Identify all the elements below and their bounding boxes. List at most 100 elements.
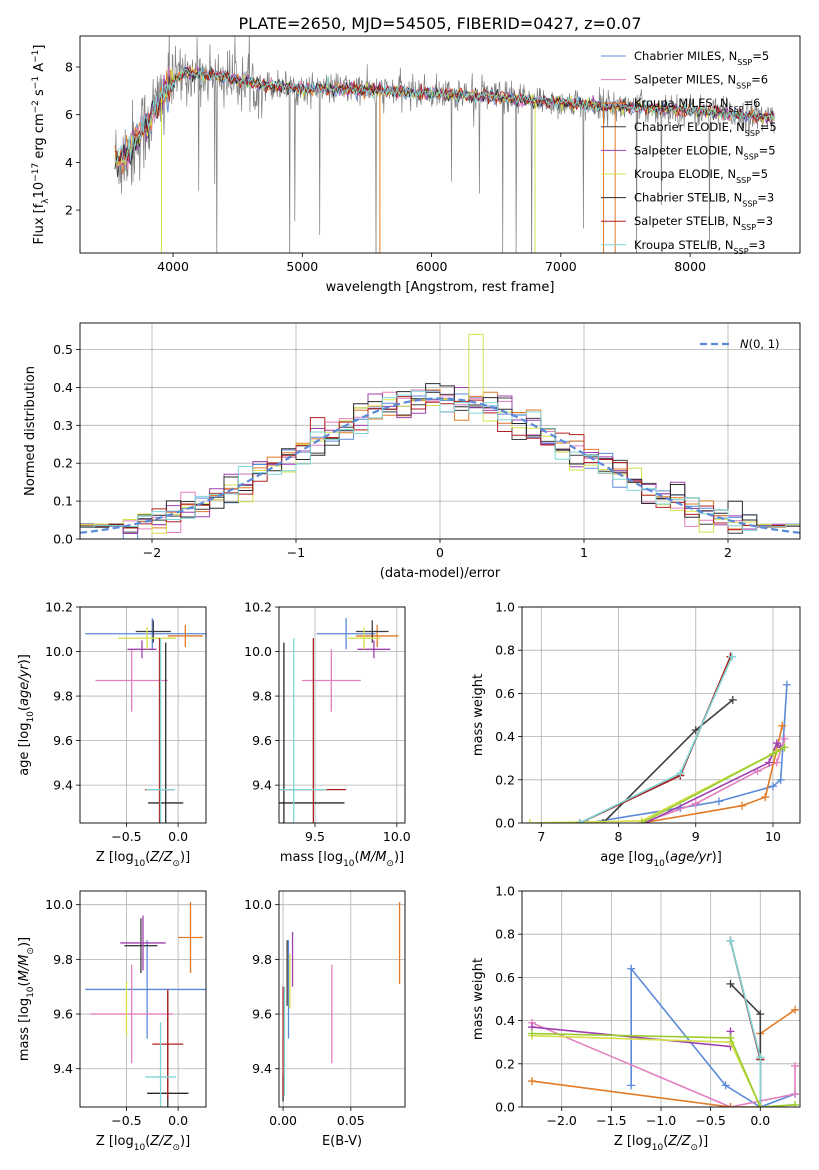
y-axis-label-part: age [log (17, 723, 32, 776)
grid (522, 890, 800, 1108)
series (726, 936, 765, 1107)
legend-label-sub: SSP (736, 81, 751, 90)
histogram-step-line (80, 390, 800, 531)
series (726, 936, 765, 1107)
series-marker (627, 964, 636, 973)
y-axis-label-part: mass weight (471, 674, 486, 756)
legend-label-part: Kroupa MILES, N (634, 96, 729, 110)
y-tick-label: 9.6 (252, 733, 272, 748)
axes-frame (79, 606, 207, 824)
x-axis-label-part: Z/Z (667, 1134, 691, 1149)
y-tick-label: 6 (65, 107, 73, 122)
series-marker (765, 758, 774, 767)
y-tick-label: 0.0 (53, 532, 73, 547)
y-tick-label: 9.4 (252, 778, 272, 793)
x-tick-label: −1.0 (646, 1113, 676, 1128)
y-tick-label: 9.8 (252, 952, 272, 967)
x-tick-label: −0.5 (111, 829, 141, 844)
y-tick-label: 9.6 (53, 733, 73, 748)
y-tick-label: 9.6 (53, 1007, 73, 1022)
x-axis-label-part: ⊙ (690, 1143, 698, 1153)
data-point (85, 940, 206, 1039)
y-tick-label: 2 (65, 203, 73, 218)
y-axis-label-part: −17 (31, 163, 41, 182)
x-axis-label-part: Z/Z (149, 850, 173, 865)
y-axis-label-part: ( (17, 706, 32, 711)
axes-frame (521, 890, 801, 1108)
x-axis-label-part: Z [log (96, 1134, 134, 1149)
legend-label: Kroupa ELODIE, NSSP=5 (634, 167, 768, 185)
x-tick-label: 0.0 (168, 829, 188, 844)
y-tick-label: 9.6 (252, 1007, 272, 1022)
data-point (279, 638, 327, 823)
data-point (178, 901, 203, 974)
legend-label-part: =3 (749, 238, 766, 252)
y-axis-label-part: A (32, 63, 47, 76)
legend-label: Salpeter MILES, NSSP=6 (634, 73, 768, 91)
axes-frame (79, 35, 801, 254)
grid (279, 891, 405, 1107)
mass-weight-lines (525, 652, 791, 823)
series-marker (728, 695, 737, 704)
x-axis-label: mass [log10(M/M⊙)] (280, 850, 404, 869)
error-bars (85, 901, 206, 1107)
x-tick-label: 10 (765, 829, 781, 844)
x-axis-label-part: )] (394, 850, 404, 865)
y-axis-label-part: erg cm (32, 113, 47, 162)
data-point (124, 918, 158, 974)
series-marker (768, 782, 777, 791)
legend-label-part: =3 (756, 214, 773, 228)
legend-label: Kroupa MILES, NSSP=6 (634, 96, 760, 114)
legend-label-sub: SSP (734, 246, 749, 255)
age-vs-mass-panel: 9.5 10.0 9.4 9.6 9.8 10.0 10.2 mass [log10(M/M⊙… (244, 600, 411, 870)
x-tick-label: 1 (580, 545, 588, 560)
x-axis-label-part: mass [log (280, 850, 343, 865)
x-axis-label: Z [log10(Z/Z⊙)] (96, 850, 190, 869)
axes-frame (278, 606, 406, 824)
series (527, 1029, 800, 1107)
y-tick-label: 0.2 (53, 456, 73, 471)
data-point (347, 627, 381, 650)
y-tick-label: 4 (65, 155, 73, 170)
legend-label-part: Kroupa ELODIE, N (634, 167, 736, 181)
grid (279, 606, 405, 823)
y-tick-label: 10.2 (244, 600, 272, 615)
x-axis-label: Z [log10(Z/Z⊙)] (96, 1134, 190, 1153)
axes-frame (521, 606, 801, 824)
y-tick-label: 9.8 (53, 689, 73, 704)
series (575, 652, 737, 823)
legend-label: Salpeter ELODIE, NSSP=5 (634, 143, 776, 161)
axes-frame (79, 890, 207, 1108)
x-tick-label: 0.0 (750, 1113, 770, 1128)
data-point (148, 642, 184, 823)
x-tick-label: 0.00 (269, 1113, 297, 1128)
series-marker (791, 1061, 800, 1070)
x-tick-label: 10.0 (383, 829, 411, 844)
y-axis-label-part: Normed distribution (23, 366, 38, 496)
error-bars (282, 901, 401, 1102)
error-bars (85, 618, 206, 823)
age-vs-metallicity-panel: −0.5 0.09.49.69.810.010.2Z [log10(Z/Z⊙)]a… (17, 600, 207, 869)
series-marker (726, 936, 735, 945)
x-axis-label-part: ⊙ (172, 859, 180, 869)
series (575, 652, 735, 823)
legend-label-sub: SSP (741, 223, 756, 232)
series-marker (780, 734, 789, 743)
series-marker (776, 775, 785, 784)
series (599, 695, 737, 823)
series-marker (599, 819, 608, 823)
y-axis-label-part: ( (17, 981, 32, 986)
y-tick-label: 10.0 (45, 644, 73, 659)
x-tick-label: 7 (537, 829, 545, 844)
mass-vs-ebv-panel: 0.00 0.05 9.4 9.6 9.8 10.0 E(B-V) (244, 890, 406, 1149)
y-axis-label-part: λ (41, 198, 51, 204)
x-tick-label: 7000 (545, 259, 577, 274)
y-tick-label: 10.0 (244, 897, 272, 912)
series-line (531, 1032, 796, 1107)
data-point (95, 649, 168, 712)
series (527, 1018, 800, 1107)
y-axis-label-part: age/yr (17, 663, 32, 706)
series-line (641, 725, 783, 823)
legend-label-part: =3 (757, 191, 774, 205)
y-tick-label: 0.1 (53, 494, 73, 509)
